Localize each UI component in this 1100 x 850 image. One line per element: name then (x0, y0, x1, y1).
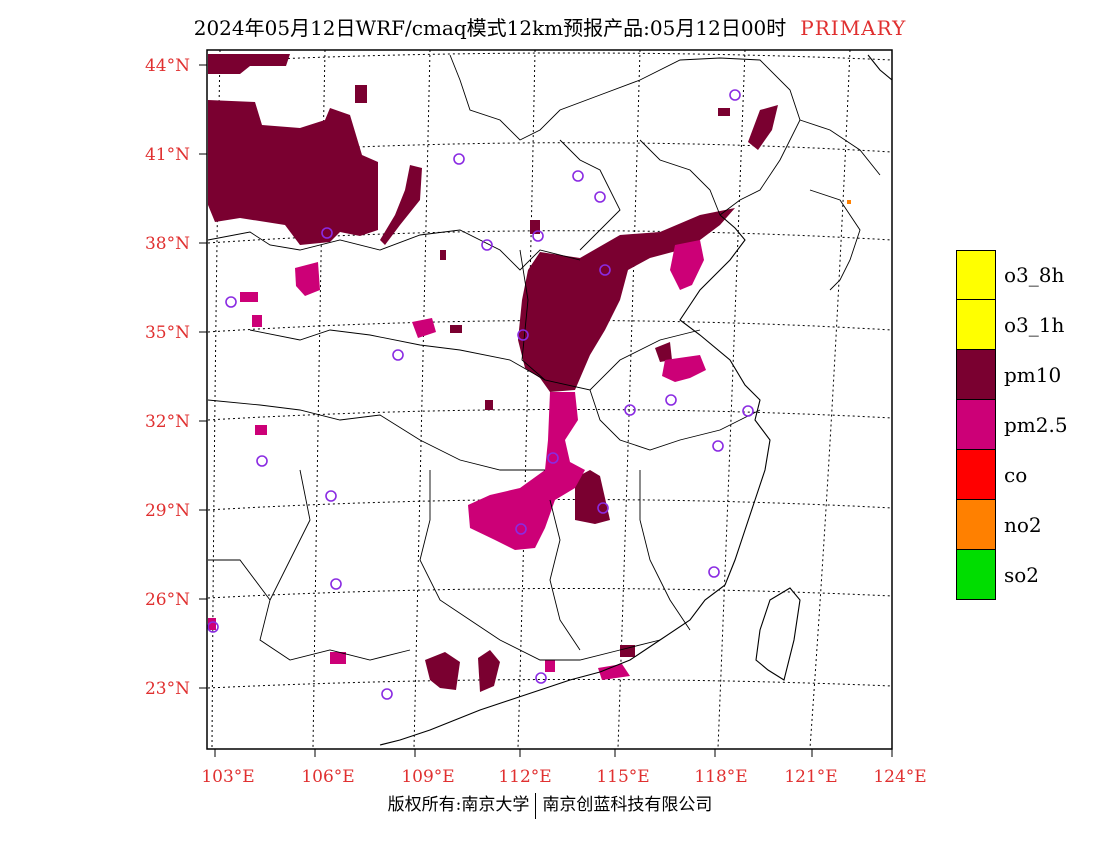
legend-swatch (956, 300, 996, 350)
legend-swatch (956, 350, 996, 400)
map-frame (206, 49, 893, 750)
legend-item-o3-8h: o3_8h (956, 250, 1068, 300)
legend-label: o3_8h (1004, 263, 1065, 287)
station-marker (392, 349, 404, 361)
coastline (379, 54, 893, 746)
pm10-top-strip (208, 54, 290, 74)
legend-label: o3_1h (1004, 313, 1065, 337)
copyright-right: 南京创蓝科技有限公司 (542, 795, 713, 815)
legend-swatch (956, 500, 996, 550)
lon-label: 112°E (498, 767, 551, 787)
station-marker (207, 621, 219, 633)
legend-label: no2 (1004, 513, 1042, 537)
station-marker (599, 264, 611, 276)
lat-label: 26°N (145, 590, 190, 610)
pm25-shaanxi (412, 318, 436, 338)
pm10-north-plain-core (518, 208, 735, 392)
lon-label: 115°E (596, 767, 649, 787)
lon-label: 124°E (873, 767, 926, 787)
graticule (207, 49, 893, 749)
station-marker (325, 490, 337, 502)
legend-label: co (1004, 463, 1028, 487)
legend-item-pm25: pm2.5 (956, 400, 1068, 450)
station-marker (624, 404, 636, 416)
pm25-jiangsu (662, 355, 706, 382)
copyright-footer: 版权所有:南京大学 南京创蓝科技有限公司 (0, 790, 1100, 819)
legend-item-pm10: pm10 (956, 350, 1068, 400)
no2-mark (847, 200, 851, 204)
legend-swatch (956, 400, 996, 450)
lat-label: 32°N (145, 412, 190, 432)
legend-item-o3-1h: o3_1h (956, 300, 1068, 350)
station-markers (207, 89, 754, 700)
legend-label: pm10 (1004, 363, 1062, 387)
station-marker (481, 239, 493, 251)
lon-label: 118°E (694, 767, 747, 787)
pm10-ningxia-strip (380, 165, 422, 245)
station-marker (381, 688, 393, 700)
legend-item-no2: no2 (956, 500, 1068, 550)
pm10-inner-mongolia-west (208, 100, 378, 245)
station-marker (330, 578, 342, 590)
pm25-gansu (295, 262, 320, 296)
lat-label: 38°N (145, 234, 190, 254)
station-marker (708, 566, 720, 578)
legend-swatch (956, 250, 996, 300)
legend-swatch (956, 550, 996, 600)
lon-label: 121°E (784, 767, 837, 787)
lat-label: 41°N (145, 145, 190, 165)
pm10-guangdong-2 (478, 650, 500, 692)
lon-label: 103°E (201, 767, 254, 787)
station-marker (594, 191, 606, 203)
station-marker (517, 329, 529, 341)
legend-item-so2: so2 (956, 550, 1068, 600)
pm10-hunan-strip (575, 470, 610, 524)
station-marker (597, 502, 609, 514)
footer-divider (535, 792, 537, 819)
station-marker (712, 440, 724, 452)
station-marker (572, 170, 584, 182)
station-marker (515, 523, 527, 535)
map-title: 2024年05月12日WRF/cmaq模式12km预报产品:05月12日00时 P… (0, 12, 1100, 41)
pm25-regions (208, 240, 706, 680)
lon-label: 106°E (301, 767, 354, 787)
legend-swatch (956, 450, 996, 500)
station-marker (225, 296, 237, 308)
lat-label: 35°N (145, 323, 190, 343)
station-marker (729, 89, 741, 101)
station-marker (665, 394, 677, 406)
pollutant-legend: o3_8h o3_1h pm10 pm2.5 co no2 so2 (956, 250, 1068, 600)
station-marker (742, 405, 754, 417)
lon-label: 109°E (401, 767, 454, 787)
lat-label: 44°N (145, 56, 190, 76)
pm10-regions (208, 54, 778, 692)
legend-item-co: co (956, 450, 1068, 500)
pm10-anhui (655, 342, 672, 362)
pm25-guangdong (598, 664, 630, 680)
lat-label: 23°N (145, 679, 190, 699)
pm10-guangdong (425, 652, 460, 690)
boundaries (207, 54, 881, 661)
latitude-ticks (199, 64, 207, 689)
station-marker (321, 227, 333, 239)
copyright-left: 版权所有:南京大学 (387, 795, 530, 815)
latitude-labels: 44°N 41°N 38°N 35°N 32°N 29°N 26°N 23°N (145, 56, 190, 699)
station-marker (532, 230, 544, 242)
station-marker (535, 672, 547, 684)
title-main: 2024年05月12日WRF/cmaq模式12km预报产品:05月12日00时 (193, 16, 787, 40)
legend-label: so2 (1004, 563, 1040, 587)
title-primary-tag: PRIMARY (800, 16, 907, 40)
pm25-yangtze-corridor (468, 392, 585, 550)
station-marker (256, 455, 268, 467)
station-marker (453, 153, 465, 165)
pm10-northeast-strip (748, 105, 778, 150)
station-marker (547, 452, 559, 464)
pm25-shandong (670, 240, 704, 290)
longitude-ticks (214, 749, 893, 757)
longitude-labels: 103°E 106°E 109°E 112°E 115°E 118°E 121°… (201, 767, 926, 787)
legend-label: pm2.5 (1004, 413, 1068, 437)
lat-label: 29°N (145, 501, 190, 521)
